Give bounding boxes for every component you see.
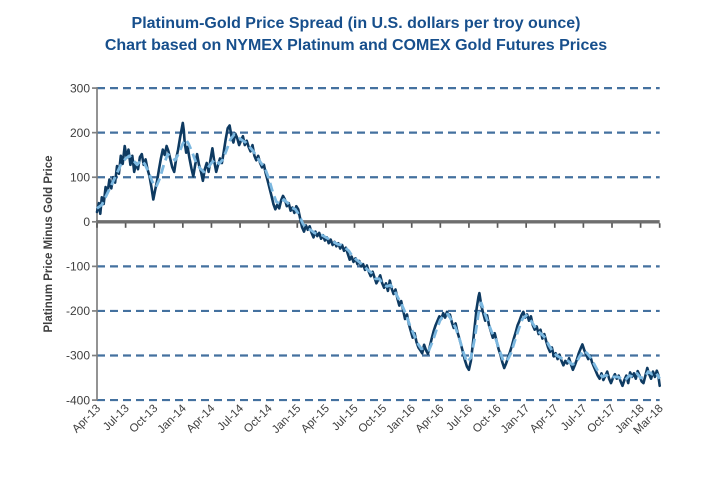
x-tick-label: Jan-15	[270, 403, 303, 436]
axis-labels-layer: 3002001000-100-200-300-400Apr-13Jul-13Oc…	[66, 81, 666, 437]
x-tick-label: Apr-14	[185, 402, 218, 435]
x-tick-label: Oct-16	[471, 403, 504, 436]
series-light-blue-dashed-line	[96, 132, 661, 382]
y-tick-label: 300	[70, 81, 90, 95]
y-tick-label: 100	[70, 170, 90, 184]
x-tick-label: Jan-14	[156, 402, 190, 436]
chart-title-line2: Chart based on NYMEX Platinum and COMEX …	[104, 37, 608, 54]
y-tick-label: -200	[66, 304, 90, 318]
y-axis-title: Platinum Price Minus Gold Price	[43, 155, 55, 332]
x-tick-label: Jul-14	[216, 402, 247, 433]
x-tick-label: Jul-16	[444, 403, 475, 434]
x-tick-label: Oct-13	[127, 403, 160, 436]
series-dark-navy-line	[95, 121, 662, 388]
x-tick-label: Jan-17	[499, 403, 532, 436]
y-tick-label: -100	[66, 260, 90, 274]
x-tick-label: Jan-16	[384, 403, 417, 436]
x-tick-label: Apr-17	[528, 403, 561, 436]
x-tick-label: Apr-13	[70, 403, 103, 436]
chart-title-line1: Platinum-Gold Price Spread (in U.S. doll…	[131, 15, 581, 32]
x-tick-label: Oct-14	[242, 402, 275, 435]
chart-title: Platinum-Gold Price Spread (in U.S. doll…	[0, 13, 712, 57]
x-tick-label: Apr-15	[299, 403, 332, 436]
series-layer	[95, 121, 662, 388]
x-tick-label: Oct-17	[585, 403, 618, 436]
x-tick-label: Oct-15	[356, 403, 389, 436]
x-tick-label: Apr-16	[414, 403, 447, 436]
y-tick-label: -400	[66, 393, 90, 407]
y-tick-label: 200	[70, 126, 90, 140]
y-tick-label: 0	[83, 215, 90, 229]
x-tick-label: Jul-15	[330, 403, 361, 434]
x-tick-label: Jul-13	[101, 403, 132, 434]
axes-layer	[92, 87, 661, 401]
y-tick-label: -300	[66, 349, 90, 363]
x-tick-label: Jul-17	[559, 403, 590, 434]
gridlines-layer	[97, 86, 660, 402]
